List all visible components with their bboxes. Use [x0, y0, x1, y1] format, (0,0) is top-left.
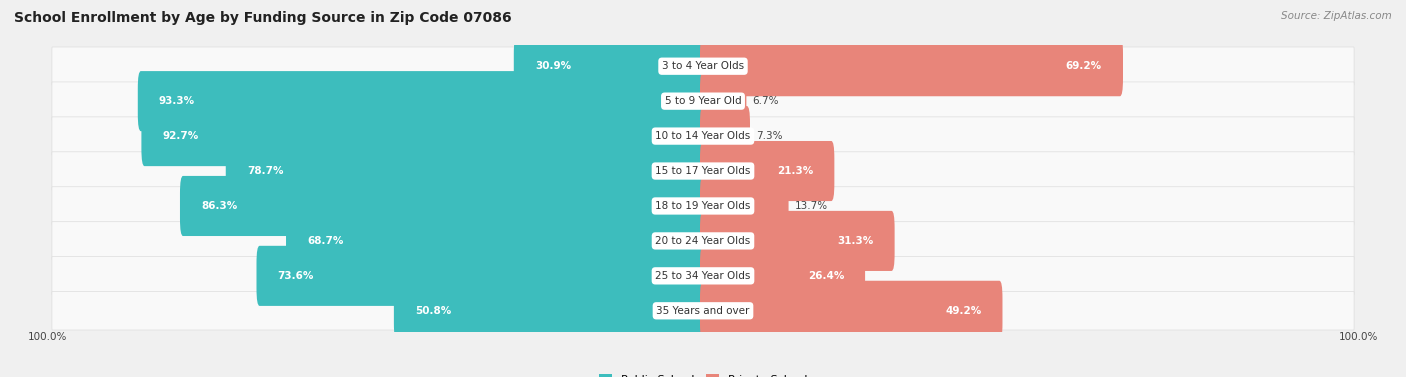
- Text: 100.0%: 100.0%: [28, 333, 67, 342]
- Text: 26.4%: 26.4%: [807, 271, 844, 281]
- Text: 6.7%: 6.7%: [752, 96, 779, 106]
- Text: 92.7%: 92.7%: [163, 131, 198, 141]
- Text: 68.7%: 68.7%: [307, 236, 343, 246]
- Text: 73.6%: 73.6%: [277, 271, 314, 281]
- FancyBboxPatch shape: [52, 117, 1354, 155]
- FancyBboxPatch shape: [513, 36, 706, 96]
- FancyBboxPatch shape: [52, 152, 1354, 190]
- Text: 20 to 24 Year Olds: 20 to 24 Year Olds: [655, 236, 751, 246]
- Text: 31.3%: 31.3%: [838, 236, 873, 246]
- Text: 25 to 34 Year Olds: 25 to 34 Year Olds: [655, 271, 751, 281]
- Legend: Public School, Private School: Public School, Private School: [595, 370, 811, 377]
- Text: School Enrollment by Age by Funding Source in Zip Code 07086: School Enrollment by Age by Funding Sour…: [14, 11, 512, 25]
- Text: 100.0%: 100.0%: [1339, 333, 1378, 342]
- FancyBboxPatch shape: [700, 71, 747, 131]
- FancyBboxPatch shape: [700, 211, 894, 271]
- Text: 93.3%: 93.3%: [159, 96, 195, 106]
- FancyBboxPatch shape: [138, 71, 706, 131]
- FancyBboxPatch shape: [52, 47, 1354, 86]
- Text: 50.8%: 50.8%: [415, 306, 451, 316]
- FancyBboxPatch shape: [394, 281, 706, 341]
- FancyBboxPatch shape: [700, 281, 1002, 341]
- FancyBboxPatch shape: [700, 106, 749, 166]
- Text: 15 to 17 Year Olds: 15 to 17 Year Olds: [655, 166, 751, 176]
- Text: 7.3%: 7.3%: [756, 131, 783, 141]
- FancyBboxPatch shape: [700, 141, 834, 201]
- FancyBboxPatch shape: [52, 82, 1354, 120]
- Text: 21.3%: 21.3%: [778, 166, 813, 176]
- FancyBboxPatch shape: [52, 222, 1354, 260]
- FancyBboxPatch shape: [52, 291, 1354, 330]
- Text: 35 Years and over: 35 Years and over: [657, 306, 749, 316]
- Text: 30.9%: 30.9%: [534, 61, 571, 71]
- Text: 18 to 19 Year Olds: 18 to 19 Year Olds: [655, 201, 751, 211]
- FancyBboxPatch shape: [226, 141, 706, 201]
- Text: 69.2%: 69.2%: [1066, 61, 1102, 71]
- Text: 3 to 4 Year Olds: 3 to 4 Year Olds: [662, 61, 744, 71]
- FancyBboxPatch shape: [180, 176, 706, 236]
- FancyBboxPatch shape: [256, 246, 706, 306]
- FancyBboxPatch shape: [52, 257, 1354, 295]
- FancyBboxPatch shape: [700, 176, 789, 236]
- FancyBboxPatch shape: [142, 106, 706, 166]
- FancyBboxPatch shape: [285, 211, 706, 271]
- Text: 49.2%: 49.2%: [945, 306, 981, 316]
- Text: 78.7%: 78.7%: [247, 166, 284, 176]
- FancyBboxPatch shape: [700, 36, 1123, 96]
- FancyBboxPatch shape: [700, 246, 865, 306]
- Text: 13.7%: 13.7%: [794, 201, 828, 211]
- Text: 10 to 14 Year Olds: 10 to 14 Year Olds: [655, 131, 751, 141]
- Text: Source: ZipAtlas.com: Source: ZipAtlas.com: [1281, 11, 1392, 21]
- Text: 86.3%: 86.3%: [201, 201, 238, 211]
- Text: 5 to 9 Year Old: 5 to 9 Year Old: [665, 96, 741, 106]
- FancyBboxPatch shape: [52, 187, 1354, 225]
